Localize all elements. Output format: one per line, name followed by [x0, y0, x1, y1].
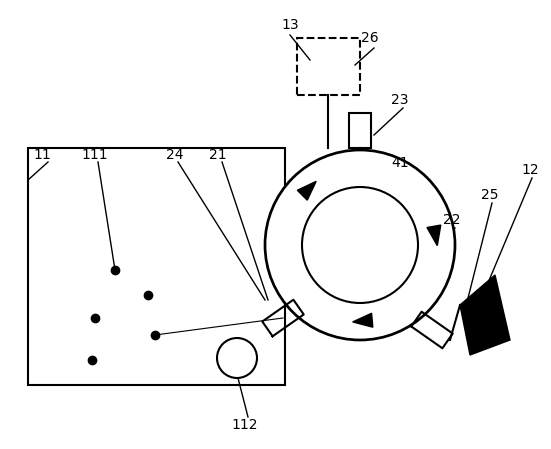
Text: 41: 41 — [391, 156, 409, 170]
Text: 112: 112 — [232, 418, 258, 432]
Text: 12: 12 — [521, 163, 539, 177]
Text: 26: 26 — [361, 31, 379, 45]
Text: 22: 22 — [443, 213, 461, 227]
Text: 111: 111 — [82, 148, 109, 162]
Text: 24: 24 — [166, 148, 183, 162]
Circle shape — [265, 150, 455, 340]
Text: 23: 23 — [391, 93, 409, 107]
Polygon shape — [353, 313, 373, 327]
Text: 25: 25 — [481, 188, 499, 202]
Text: 11: 11 — [33, 148, 51, 162]
Circle shape — [217, 338, 257, 378]
Bar — [297, 38, 360, 95]
Polygon shape — [298, 181, 316, 200]
Polygon shape — [460, 275, 510, 355]
Bar — [28, 148, 285, 385]
Polygon shape — [427, 225, 441, 246]
Text: 13: 13 — [281, 18, 299, 32]
Bar — [349, 113, 371, 148]
Circle shape — [302, 187, 418, 303]
Text: 21: 21 — [209, 148, 227, 162]
